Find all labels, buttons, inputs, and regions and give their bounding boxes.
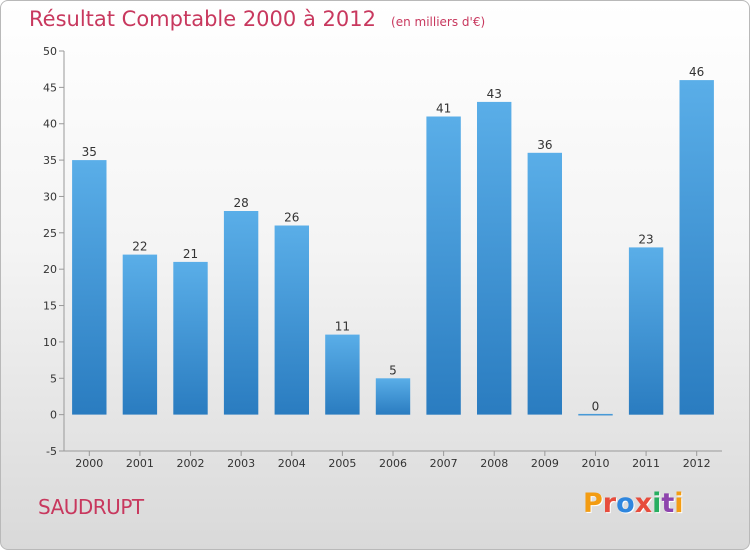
bar-value-label: 21 [183,247,198,261]
bar [223,211,259,415]
bar-value-label: 0 [592,400,600,414]
bar [679,80,714,415]
x-tick-label: 2007 [430,457,458,470]
x-tick-label: 2005 [328,457,356,470]
bar-value-label: 41 [436,102,451,116]
logo-letter: r [602,488,617,519]
x-tick-label: 2010 [581,457,609,470]
commune-name: SAUDRUPT [38,495,144,519]
bar [173,261,208,415]
y-tick-label: 40 [43,118,57,131]
bar [274,225,309,415]
bar-value-label: 26 [284,211,299,225]
bar [122,254,158,415]
bar-value-label: 23 [638,232,653,246]
bar-value-label: 28 [234,196,249,210]
x-tick-label: 2002 [177,457,205,470]
bar [375,378,411,415]
y-tick-label: 45 [43,81,57,94]
bar [578,413,613,416]
logo-letter: o [616,488,635,519]
bar-value-label: 36 [537,138,552,152]
x-tick-label: 2011 [632,457,660,470]
bar [72,160,107,415]
chart-title-text: Résultat Comptable 2000 à 2012 [29,7,376,31]
bar [426,116,461,415]
x-tick-label: 2006 [379,457,407,470]
logo-letter: x [634,488,653,519]
y-tick-label: 25 [43,227,57,240]
y-tick-label: 5 [50,372,57,385]
x-tick-label: 2003 [227,457,255,470]
bar [477,101,512,415]
x-tick-label: 2001 [126,457,154,470]
x-tick-label: 2012 [683,457,711,470]
bar-value-label: 22 [132,240,147,254]
bar-value-label: 35 [82,145,97,159]
y-tick-label: 50 [43,45,57,58]
y-tick-label: 15 [43,300,57,313]
logo-letter: i [674,488,684,519]
unit-note: (en milliers d'€) [391,15,486,29]
chart-title: Résultat Comptable 2000 à 2012 (en milli… [29,7,485,31]
y-tick-label: -5 [46,445,57,458]
y-tick-label: 0 [50,409,57,422]
bar-value-label: 43 [487,87,502,101]
proxiti-logo: Proxiti [583,488,684,519]
y-tick-label: 10 [43,336,57,349]
y-tick-label: 20 [43,263,57,276]
bar [325,334,360,415]
bars: 35 22 21 28 26 11 5 41 43 36 0 23 46 [72,65,714,416]
bar-value-label: 5 [389,363,397,377]
y-tick-label: 35 [43,154,57,167]
bar-value-label: 46 [689,65,704,79]
x-tick-label: 2000 [75,457,103,470]
y-tick-label: 30 [43,190,57,203]
logo-letter: t [661,488,675,519]
logo-letter: P [583,488,603,519]
bar [527,152,562,415]
x-tick-label: 2009 [531,457,559,470]
logo-letter: i [652,488,662,519]
x-tick-label: 2008 [480,457,508,470]
bar-value-label: 11 [335,320,350,334]
x-tick-label: 2004 [278,457,306,470]
bar [628,247,664,415]
